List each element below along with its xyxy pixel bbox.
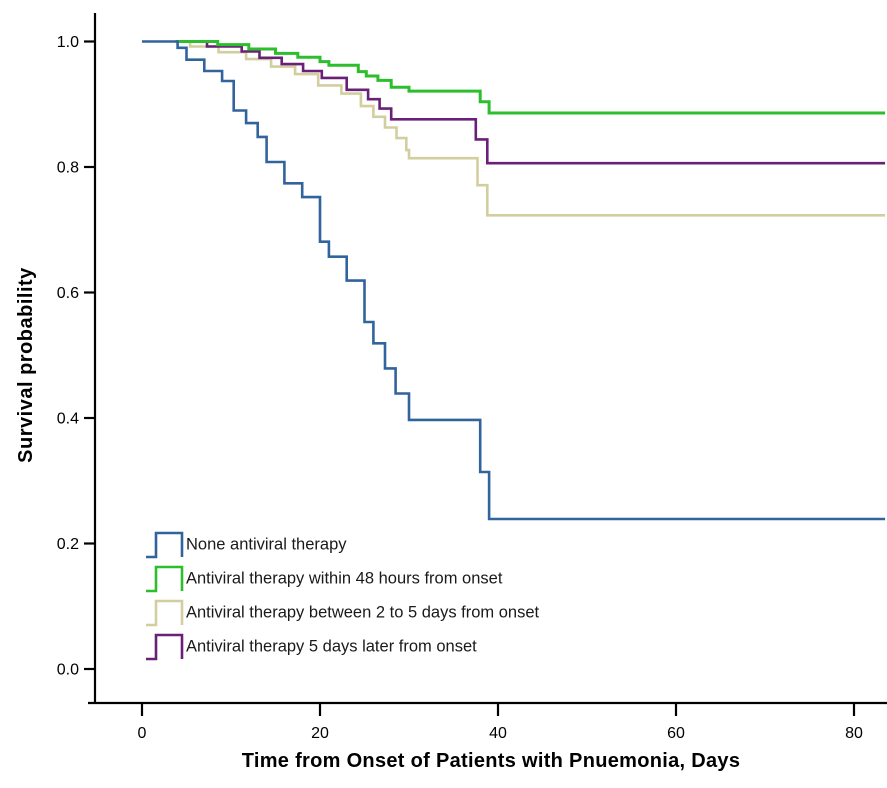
legend-item: None antiviral therapy: [146, 531, 347, 559]
legend-key-step-icon: [146, 633, 184, 661]
y-tick-label: 0.8: [57, 160, 79, 177]
legend-key-step-icon: [146, 599, 184, 627]
survival-curve-2: [175, 40, 886, 217]
legend-label: Antiviral therapy 5 days later from onse…: [186, 638, 477, 656]
x-tick-label: 20: [311, 725, 329, 742]
x-axis-title: Time from Onset of Patients with Pnuemon…: [241, 750, 741, 772]
survival-curve-3: [175, 40, 886, 165]
y-tick-label: 0.2: [57, 536, 79, 553]
y-tick-label: 0.0: [57, 662, 79, 679]
y-tick-label: 0.6: [57, 285, 79, 302]
legend-label: Antiviral therapy within 48 hours from o…: [186, 570, 503, 588]
legend-key-step-icon: [146, 565, 184, 593]
legend-item: Antiviral therapy within 48 hours from o…: [146, 565, 503, 593]
survival-curve-1: [175, 40, 886, 115]
x-tick-label: 0: [138, 725, 147, 742]
y-tick-label: 0.4: [57, 411, 79, 428]
x-tick-label: 40: [489, 725, 507, 742]
y-tick-label: 1.0: [57, 34, 79, 51]
x-tick-label: 80: [845, 725, 863, 742]
legend-label: None antiviral therapy: [186, 536, 347, 554]
x-tick-label: 60: [667, 725, 685, 742]
legend-item: Antiviral therapy between 2 to 5 days fr…: [146, 599, 540, 627]
legend-key-step-icon: [146, 531, 184, 559]
legend-item: Antiviral therapy 5 days later from onse…: [146, 633, 477, 661]
y-axis-title: Survival probability: [15, 267, 37, 463]
legend-label: Antiviral therapy between 2 to 5 days fr…: [186, 604, 540, 622]
survival-curve-0: [142, 40, 886, 521]
